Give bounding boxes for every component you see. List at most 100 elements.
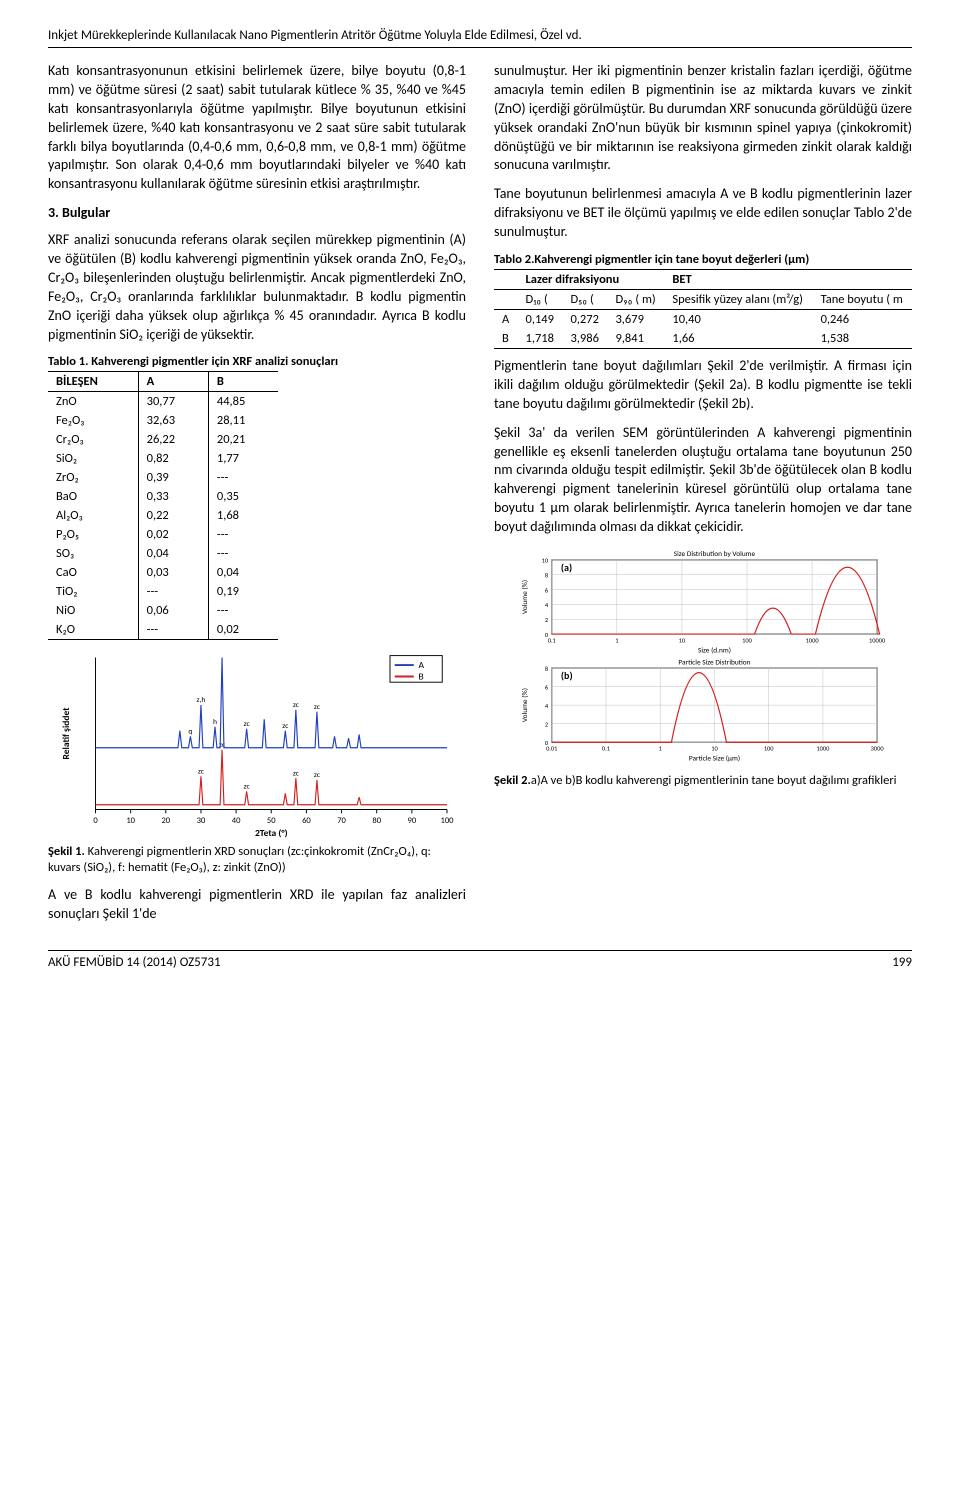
table-cell: CaO (48, 563, 138, 582)
table-cell: 0,19 (208, 582, 278, 601)
svg-text:80: 80 (372, 816, 381, 826)
svg-text:1000: 1000 (806, 636, 820, 644)
table-cell: P₂O₅ (48, 525, 138, 544)
svg-text:1: 1 (615, 636, 618, 644)
para: Şekil 3a' da verilen SEM görüntülerinden… (494, 424, 912, 537)
table-row: P₂O₅0,02--- (48, 525, 278, 544)
table-row: CaO0,030,04 (48, 563, 278, 582)
svg-text:2Teta (°): 2Teta (°) (255, 828, 288, 839)
table-cell: 0,22 (138, 506, 208, 525)
table-cell: 1,718 (518, 329, 563, 349)
para: Tane boyutunun belirlenmesi amacıyla A v… (494, 185, 912, 242)
table-cell: 1,68 (208, 506, 278, 525)
table-cell: 30,77 (138, 392, 208, 412)
table-cell: 1,538 (813, 329, 912, 349)
table-cell: --- (208, 468, 278, 487)
left-column: Katı konsantrasyonunun etkisini belirlem… (48, 62, 466, 934)
footer-left: AKÜ FEMÜBİD 14 (2014) OZ5731 (48, 955, 221, 970)
table-cell: 9,841 (607, 329, 664, 349)
svg-text:1: 1 (659, 745, 662, 753)
table-cell: SiO₂ (48, 449, 138, 468)
figure-psd: Size Distribution by Volume(a)02468100.1… (494, 547, 912, 767)
svg-text:h: h (213, 718, 217, 727)
svg-text:zc: zc (314, 772, 321, 781)
svg-text:8: 8 (545, 571, 548, 579)
table-cell: 0,272 (562, 310, 607, 330)
table-cell: 0,39 (138, 468, 208, 487)
fig2-text: a)A ve b)B kodlu kahverengi pigmentlerin… (531, 773, 897, 788)
table-group-header (494, 270, 518, 290)
svg-text:100: 100 (441, 816, 455, 826)
svg-text:Relatif şiddet: Relatif şiddet (60, 707, 72, 760)
table-cell: ZnO (48, 392, 138, 412)
svg-text:100: 100 (742, 636, 752, 644)
fig1-label: Şekil 1. (48, 844, 85, 859)
table-row: ZnO30,7744,85 (48, 392, 278, 412)
table-row: Fe₂O₃32,6328,11 (48, 411, 278, 430)
table-row: Cr₂O₃26,2220,21 (48, 430, 278, 449)
table-header: BİLEŞEN (48, 372, 138, 392)
svg-text:10: 10 (711, 745, 718, 753)
svg-text:q: q (188, 728, 192, 737)
table1-caption: Tablo 1. Kahverengi pigmentler için XRF … (48, 354, 466, 369)
table-cell: --- (208, 525, 278, 544)
svg-text:2: 2 (545, 720, 548, 728)
figure-xrd: 01020304050607080901002Teta (°)Relatif ş… (48, 648, 466, 838)
para: Katı konsantrasyonunun etkisini belirlem… (48, 62, 466, 194)
table-cell: 0,82 (138, 449, 208, 468)
table-cell: BaO (48, 487, 138, 506)
table-xrf: BİLEŞENAB ZnO30,7744,85Fe₂O₃32,6328,11Cr… (48, 371, 278, 640)
para: A ve B kodlu kahverengi pigmentlerin XRD… (48, 886, 466, 924)
svg-text:6: 6 (545, 683, 549, 691)
svg-text:70: 70 (337, 816, 346, 826)
svg-text:(b): (b) (561, 669, 573, 682)
svg-text:100: 100 (764, 745, 774, 753)
table-cell: Fe₂O₃ (48, 411, 138, 430)
svg-text:8: 8 (545, 665, 548, 673)
table-cell: --- (138, 582, 208, 601)
svg-text:Size (d.nm): Size (d.nm) (698, 645, 731, 654)
svg-text:zc: zc (293, 701, 300, 710)
svg-text:B: B (419, 671, 424, 683)
svg-text:50: 50 (267, 816, 276, 826)
svg-text:90: 90 (408, 816, 417, 826)
table-cell: Al₂O₃ (48, 506, 138, 525)
para: XRF analizi sonucunda referans olarak se… (48, 231, 466, 344)
fig1-text: Kahverengi pigmentlerin XRD sonuçları (z… (48, 844, 431, 875)
svg-text:0: 0 (93, 816, 98, 826)
svg-text:Particle Size (µm): Particle Size (µm) (689, 754, 740, 763)
table-cell: 0,33 (138, 487, 208, 506)
svg-text:zc: zc (244, 783, 251, 792)
table-cell: 0,35 (208, 487, 278, 506)
table-cell: TiO₂ (48, 582, 138, 601)
table-cell: 32,63 (138, 411, 208, 430)
table-row: SiO₂0,821,77 (48, 449, 278, 468)
table-cell: 0,03 (138, 563, 208, 582)
table-cell: 20,21 (208, 430, 278, 449)
table-tane-boyut: Lazer difraksiyonuBET D₁₀ (D₅₀ (D₉₀ ( m)… (494, 269, 912, 349)
svg-text:10: 10 (679, 636, 686, 644)
table-row: B1,7183,9869,8411,661,538 (494, 329, 912, 349)
table-cell: 0,149 (518, 310, 563, 330)
table-header: Spesifik yüzey alanı (m²/g) (664, 290, 812, 310)
svg-text:60: 60 (302, 816, 311, 826)
table-cell: A (494, 310, 518, 330)
right-column: sunulmuştur. Her iki pigmentinin benzer … (494, 62, 912, 934)
svg-text:Size Distribution by Volume: Size Distribution by Volume (674, 549, 756, 558)
running-head: Inkjet Mürekkeplerinde Kullanılacak Nano… (48, 28, 912, 48)
heading-bulgular: 3. Bulgular (48, 204, 466, 223)
table2-caption: Tablo 2.Kahverengi pigmentler için tane … (494, 252, 912, 267)
svg-text:40: 40 (232, 816, 241, 826)
table-cell: SO₃ (48, 544, 138, 563)
table-row: ZrO₂0,39--- (48, 468, 278, 487)
table-cell: 0,02 (138, 525, 208, 544)
table-cell: Cr₂O₃ (48, 430, 138, 449)
svg-text:A: A (419, 659, 425, 671)
table-cell: 0,06 (138, 601, 208, 620)
svg-text:2: 2 (545, 616, 548, 624)
table-cell: 1,77 (208, 449, 278, 468)
table-row: Al₂O₃0,221,68 (48, 506, 278, 525)
svg-text:Particle Size Distribution: Particle Size Distribution (678, 657, 750, 666)
table-cell: 0,04 (138, 544, 208, 563)
svg-text:zc: zc (244, 720, 251, 729)
